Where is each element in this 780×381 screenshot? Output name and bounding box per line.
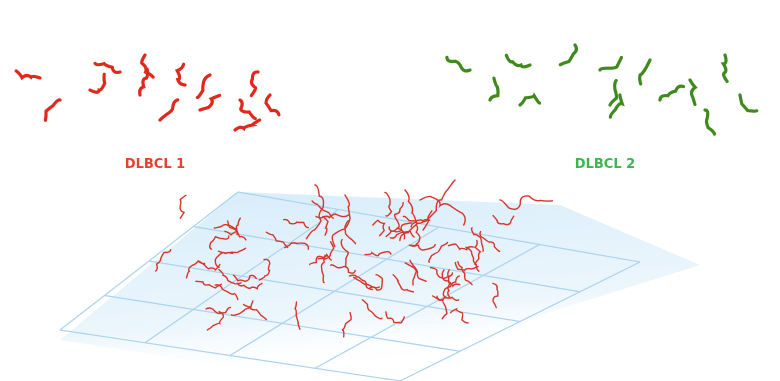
fragment bbox=[520, 96, 540, 105]
fragment bbox=[690, 80, 695, 104]
group-label: DLBCL 1 bbox=[125, 157, 185, 172]
fragment bbox=[197, 75, 210, 98]
fragment bbox=[600, 58, 621, 71]
fragment bbox=[90, 74, 105, 92]
illustration: DLBCL 1 DLBCL 2 bbox=[0, 0, 780, 381]
page: DLBCL 1 DLBCL 2 (() => { const data = JS… bbox=[0, 0, 780, 381]
fragment bbox=[705, 110, 715, 134]
fragment bbox=[177, 64, 185, 85]
fragment bbox=[740, 95, 757, 111]
fragment bbox=[610, 81, 617, 105]
fragment bbox=[660, 86, 684, 100]
fragment bbox=[240, 100, 255, 119]
fragment bbox=[180, 195, 186, 218]
fragment bbox=[160, 100, 178, 120]
fragment bbox=[45, 100, 60, 120]
fragment bbox=[200, 95, 220, 110]
fragment bbox=[506, 55, 530, 67]
fragment bbox=[490, 78, 498, 100]
fragment bbox=[560, 45, 576, 65]
fragment bbox=[640, 60, 650, 84]
fragment bbox=[235, 120, 260, 130]
fragment bbox=[723, 55, 727, 81]
fragment bbox=[447, 57, 470, 71]
fragment bbox=[16, 71, 40, 78]
group-label: DLBCL 2 bbox=[575, 157, 635, 172]
fragment bbox=[266, 95, 279, 115]
fade bbox=[560, 180, 780, 380]
fragment bbox=[251, 72, 258, 96]
fragment bbox=[95, 63, 120, 72]
